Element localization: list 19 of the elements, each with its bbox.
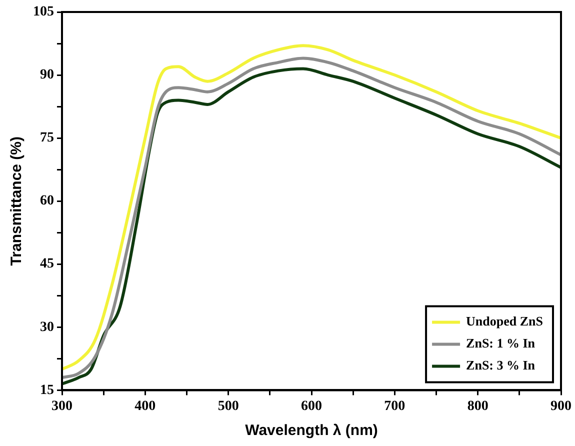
legend-label: ZnS: 3 % In	[466, 358, 536, 373]
y-tick-label: 30	[40, 320, 54, 335]
x-tick-label: 600	[301, 399, 322, 414]
x-tick-label: 700	[384, 399, 406, 414]
x-tick-label: 500	[218, 399, 239, 414]
y-axis-title: Transmittance (%)	[8, 136, 26, 266]
x-tick-label: 900	[550, 399, 572, 414]
y-tick-label: 15	[40, 382, 54, 398]
y-tick-label: 45	[40, 256, 54, 272]
legend-label: Undoped ZnS	[466, 314, 544, 329]
x-axis-title: Wavelength λ (nm)	[245, 422, 378, 440]
y-tick-label: 60	[40, 194, 54, 209]
y-tick-label: 90	[40, 68, 54, 83]
legend-label: ZnS: 1 % In	[466, 336, 536, 351]
x-tick-label: 800	[467, 399, 488, 414]
y-tick-label: 105	[33, 4, 54, 20]
y-tick-label: 75	[40, 130, 54, 146]
x-tick-label: 300	[52, 399, 72, 414]
x-tick-label: 400	[134, 399, 156, 414]
